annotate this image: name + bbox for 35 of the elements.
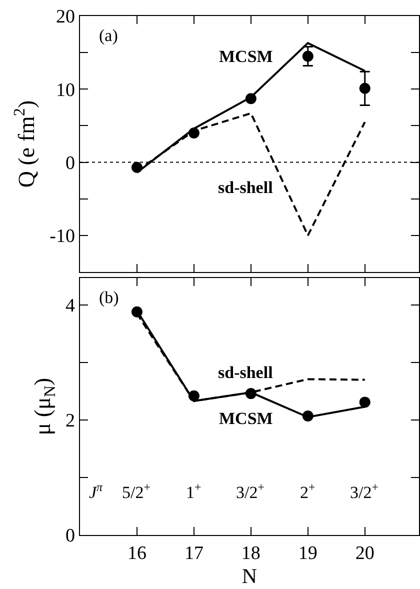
y-tick-label: 20	[56, 6, 75, 28]
annotation: (a)	[99, 26, 118, 45]
annotation: 2$^{+}$	[300, 480, 316, 502]
series-label: MCSM	[219, 409, 273, 428]
annotation: 1$^{+}$	[186, 480, 202, 502]
point	[302, 50, 314, 62]
x-axis-title: N	[242, 564, 258, 588]
annotation: 3/2$^{+}$	[350, 480, 379, 502]
x-tick-label: 17	[184, 543, 204, 564]
point	[245, 93, 256, 104]
y-tick-label: 2	[66, 410, 75, 432]
y-tick-label: 10	[56, 80, 75, 101]
annotation: 5/2$^{+}$	[122, 480, 151, 502]
x-tick-label: 16	[127, 543, 146, 564]
series-label: MCSM	[219, 47, 273, 66]
point	[359, 82, 370, 94]
y-tick-label: 0	[66, 526, 75, 547]
y-tick-label: 0	[66, 152, 75, 174]
point	[188, 128, 200, 139]
point	[245, 388, 256, 400]
point	[188, 390, 200, 402]
series-label: sd-shell	[218, 178, 274, 197]
annotation: J$^{π}$	[89, 480, 104, 502]
point	[359, 396, 370, 408]
annotation: (b)	[99, 288, 119, 307]
x-tick-label: 20	[355, 543, 374, 564]
series-label: sd-shell	[218, 363, 274, 382]
x-tick-label: 19	[298, 543, 318, 564]
point	[302, 410, 314, 422]
y-tick-label: -10	[50, 226, 75, 248]
annotation: 3/2$^{+}$	[236, 480, 265, 502]
x-tick-label: 18	[241, 543, 260, 564]
y-tick-label: 4	[66, 296, 76, 317]
point	[131, 162, 142, 173]
point	[131, 306, 142, 318]
